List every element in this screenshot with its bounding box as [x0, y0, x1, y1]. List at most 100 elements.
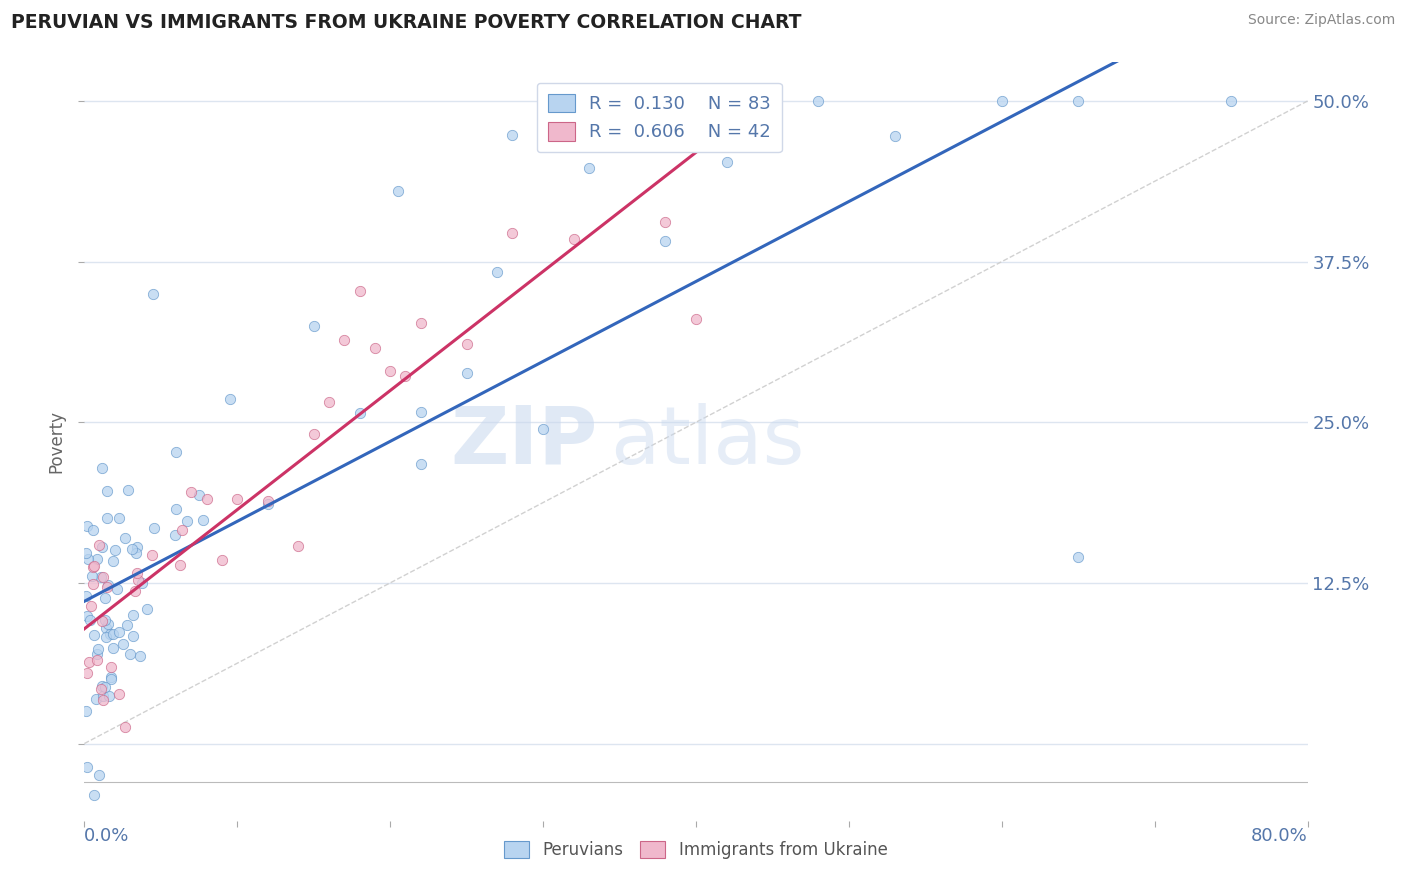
Point	[127, 573, 149, 587]
Point	[100, 672, 122, 686]
Point	[716, 155, 738, 169]
Point	[287, 540, 309, 554]
Point	[124, 583, 146, 598]
Point	[409, 317, 432, 331]
Point	[380, 364, 402, 378]
Text: atlas: atlas	[610, 402, 804, 481]
Point	[91, 693, 114, 707]
Point	[409, 404, 432, 418]
Point	[193, 512, 215, 526]
Point	[211, 553, 233, 567]
Point	[129, 648, 152, 663]
Point	[122, 608, 145, 623]
Point	[456, 336, 478, 351]
Point	[654, 234, 676, 248]
Point	[219, 392, 242, 406]
Point	[107, 624, 129, 639]
Point	[131, 576, 153, 591]
Point	[90, 681, 112, 696]
Text: 0.0%: 0.0%	[84, 827, 129, 845]
Legend: Peruvians, Immigrants from Ukraine: Peruvians, Immigrants from Ukraine	[498, 834, 894, 865]
Point	[76, 666, 98, 681]
Point	[135, 602, 157, 616]
Point	[226, 491, 249, 506]
Point	[80, 599, 103, 613]
Point	[96, 580, 118, 594]
Point	[79, 613, 101, 627]
Point	[83, 788, 105, 802]
Point	[654, 215, 676, 229]
Point	[349, 284, 371, 298]
Point	[105, 582, 128, 596]
Point	[172, 523, 194, 537]
Point	[75, 545, 97, 559]
Point	[1220, 94, 1243, 108]
Point	[180, 485, 202, 500]
Point	[1067, 550, 1090, 565]
Point	[195, 491, 218, 506]
Point	[302, 427, 325, 442]
Point	[257, 497, 280, 511]
Point	[97, 616, 120, 631]
Point	[77, 552, 100, 566]
Point	[302, 318, 325, 333]
Point	[122, 629, 145, 643]
Point	[142, 286, 165, 301]
Point	[502, 227, 524, 241]
Point	[349, 406, 371, 420]
Point	[486, 265, 509, 279]
Point	[883, 129, 905, 144]
Point	[104, 543, 127, 558]
Point	[96, 484, 118, 499]
Point	[97, 577, 120, 591]
Point	[165, 445, 187, 459]
Point	[394, 369, 416, 384]
Point	[75, 704, 97, 718]
Point	[127, 540, 149, 554]
Point	[125, 546, 148, 560]
Point	[716, 94, 738, 108]
Point	[94, 591, 117, 606]
Point	[98, 626, 121, 640]
Point	[96, 621, 118, 635]
Point	[82, 576, 104, 591]
Point	[991, 94, 1014, 108]
Point	[94, 613, 117, 627]
Y-axis label: Poverty: Poverty	[48, 410, 66, 473]
Point	[77, 655, 100, 669]
Point	[111, 637, 134, 651]
Point	[75, 589, 97, 603]
Point	[125, 566, 148, 580]
Point	[86, 653, 108, 667]
Point	[456, 366, 478, 380]
Point	[93, 681, 115, 695]
Point	[188, 488, 211, 502]
Point	[176, 514, 198, 528]
Point	[91, 689, 114, 703]
Point	[318, 395, 340, 409]
Point	[87, 641, 110, 656]
Point	[118, 647, 141, 661]
Point	[96, 511, 118, 525]
Text: Source: ZipAtlas.com: Source: ZipAtlas.com	[1247, 13, 1395, 28]
Point	[117, 483, 139, 497]
Point	[91, 460, 114, 475]
Point	[114, 531, 136, 545]
Point	[76, 609, 98, 624]
Point	[90, 540, 112, 554]
Point	[807, 94, 830, 108]
Point	[364, 341, 387, 355]
Text: 80.0%: 80.0%	[1251, 827, 1308, 845]
Point	[90, 570, 112, 584]
Point	[83, 628, 105, 642]
Point	[91, 680, 114, 694]
Point	[531, 422, 554, 436]
Point	[101, 626, 124, 640]
Point	[115, 618, 138, 632]
Point	[108, 510, 131, 524]
Point	[87, 767, 110, 781]
Point	[163, 527, 186, 541]
Point	[91, 614, 114, 628]
Point	[76, 519, 98, 533]
Point	[1067, 94, 1090, 108]
